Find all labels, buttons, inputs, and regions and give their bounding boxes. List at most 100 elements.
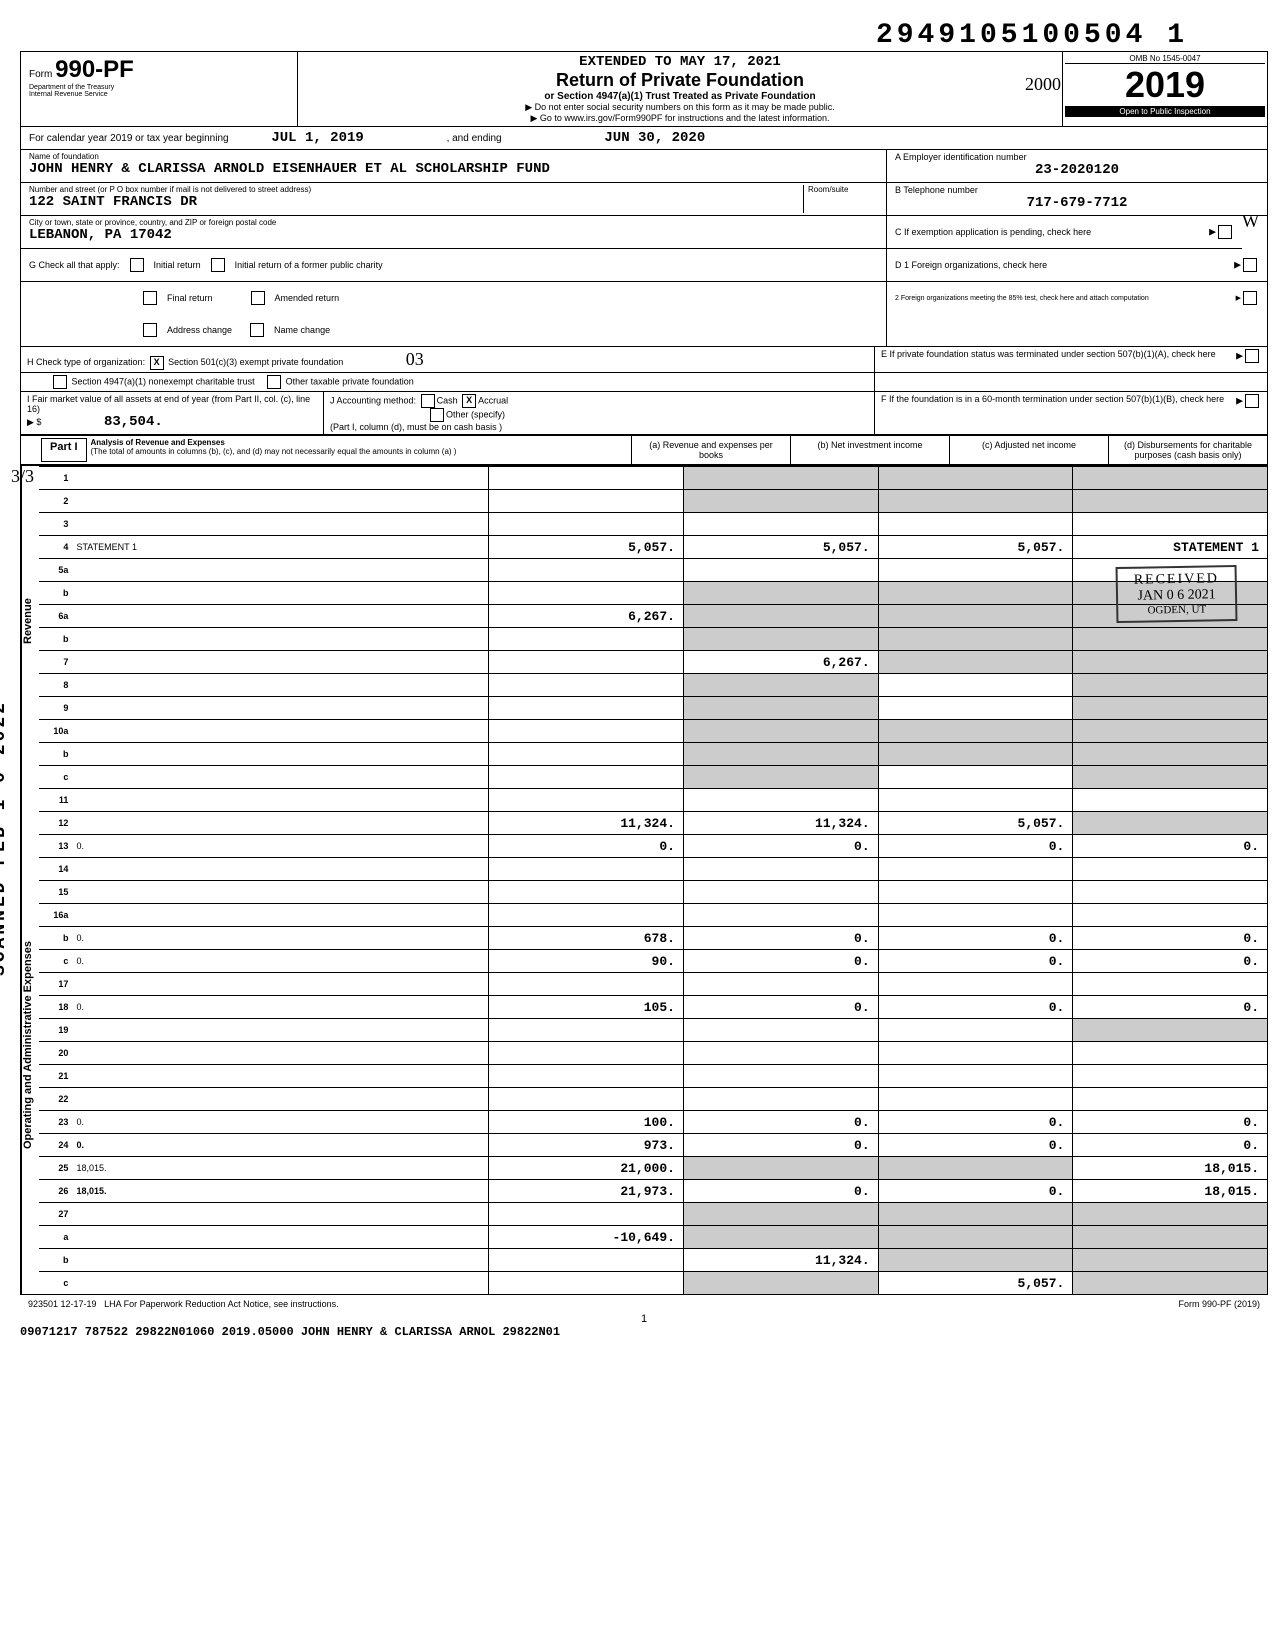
amount-b: 11,324. [683,812,878,835]
dln-number: 2949105100504 1 [20,20,1268,51]
cb-other-method[interactable] [430,408,444,422]
cb-terminated[interactable] [1245,349,1259,363]
amount-c [878,904,1073,927]
cb-4947[interactable] [53,375,67,389]
part1-note: (The total of amounts in columns (b), (c… [91,447,457,456]
line-desc [72,582,488,605]
cb-amended[interactable] [251,291,265,305]
cb-cash[interactable] [421,394,435,408]
amount-d: 0. [1073,1134,1267,1157]
cb-name-change[interactable] [250,323,264,337]
amount-d [1073,973,1267,996]
cb-85test[interactable] [1243,291,1257,305]
line-desc [72,697,488,720]
amount-a [489,1042,684,1065]
street-address: 122 SAINT FRANCIS DR [29,194,803,210]
cb-accrual[interactable]: X [462,394,476,408]
amount-c [878,789,1073,812]
cb-addr-change[interactable] [143,323,157,337]
table-row: 2 [39,490,1267,513]
cb-other-tax[interactable] [267,375,281,389]
amount-c: 5,057. [878,536,1073,559]
line-number: 17 [39,973,72,996]
amount-b [683,467,878,490]
table-row: 3 [39,513,1267,536]
amount-d [1073,1019,1267,1042]
h-501c3: Section 501(c)(3) exempt private foundat… [168,357,343,367]
amount-b [683,628,878,651]
cb-60month[interactable] [1245,394,1259,408]
amount-a [489,904,684,927]
amount-b: 6,267. [683,651,878,674]
amount-c [878,467,1073,490]
j-cash: Cash [437,395,458,405]
amount-b: 0. [683,1180,878,1203]
table-row: 27 [39,1203,1267,1226]
amount-c [878,766,1073,789]
amount-b [683,674,878,697]
j-note: (Part I, column (d), must be on cash bas… [330,422,502,432]
amount-d [1073,743,1267,766]
amount-d [1073,1226,1267,1249]
ein-value: 23-2020120 [895,162,1259,178]
line-number: 8 [39,674,72,697]
col-c-head: (c) Adjusted net income [949,436,1108,464]
line-number: 16a [39,904,72,927]
j-label: J Accounting method: [330,395,416,405]
line-desc [72,720,488,743]
amount-c [878,973,1073,996]
col-b-head: (b) Net investment income [790,436,949,464]
amount-c: 0. [878,950,1073,973]
amount-b [683,1203,878,1226]
cb-exemption[interactable] [1218,225,1232,239]
table-row: 20 [39,1042,1267,1065]
amount-d: 0. [1073,835,1267,858]
name-label: Name of foundation [29,152,878,161]
table-row: 9 [39,697,1267,720]
line-number: 5a [39,559,72,582]
line-number: 9 [39,697,72,720]
amount-d [1073,881,1267,904]
table-row: b [39,628,1267,651]
line-desc [72,743,488,766]
hw-year: 2000 [1025,74,1061,95]
amount-c [878,559,1073,582]
table-row: 2518,015.21,000.18,015. [39,1157,1267,1180]
amount-a [489,490,684,513]
hw-initial: W [1242,211,1259,232]
amount-c [878,1226,1073,1249]
amount-a [489,1088,684,1111]
table-row: 10a [39,720,1267,743]
col-a-head: (a) Revenue and expenses per books [631,436,790,464]
received-date: JAN 0 6 2021 [1134,587,1219,604]
amount-c: 0. [878,835,1073,858]
extended-notice: EXTENDED TO MAY 17, 2021 [300,54,1060,70]
line-desc [72,1065,488,1088]
amount-d [1073,720,1267,743]
cb-foreign[interactable] [1243,258,1257,272]
amount-b [683,513,878,536]
cb-initial-former[interactable] [211,258,225,272]
line-number: 10a [39,720,72,743]
line-desc [72,881,488,904]
amount-d [1073,1065,1267,1088]
amount-a [489,1272,684,1295]
cb-initial[interactable] [130,258,144,272]
amount-b [683,766,878,789]
amount-c [878,1042,1073,1065]
amount-d [1073,1203,1267,1226]
footer-code: 923501 12-17-19 [28,1299,97,1309]
table-row: c5,057. [39,1272,1267,1295]
table-row: 1 [39,467,1267,490]
form-subtitle: or Section 4947(a)(1) Trust Treated as P… [300,91,1060,102]
cb-final[interactable] [143,291,157,305]
amount-b [683,490,878,513]
amount-d: 0. [1073,927,1267,950]
hw-03: 03 [406,349,424,369]
cb-501c3[interactable]: X [150,356,164,370]
table-row: c [39,766,1267,789]
received-text: RECEIVED [1133,571,1218,588]
part1-title: Analysis of Revenue and Expenses [91,438,225,447]
amount-b: 0. [683,996,878,1019]
line-number: 13 [39,835,72,858]
